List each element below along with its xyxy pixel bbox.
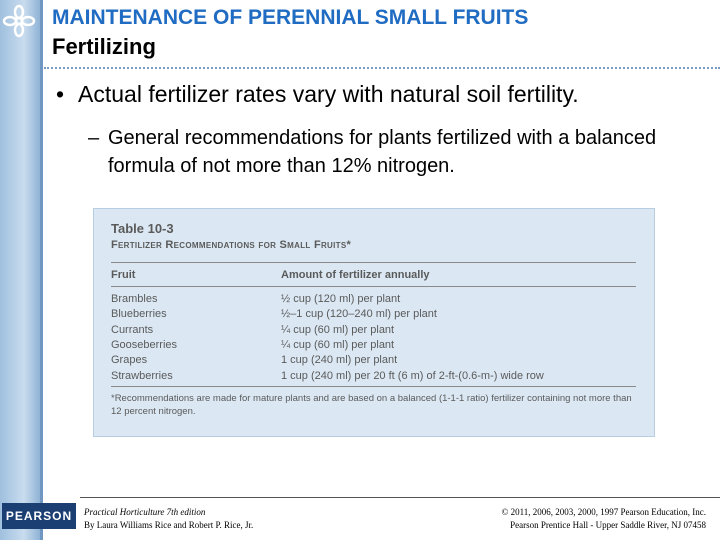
bullet-marker: • [56, 81, 65, 107]
amount-cell: ½–1 cup (120–240 ml) per plant [281, 308, 437, 321]
fruit-cell: Currants [111, 323, 154, 336]
amount-cell: 1 cup (240 ml) per 20 ft (6 m) of 2-ft-(… [281, 369, 544, 382]
footer-rule [80, 497, 720, 498]
fruit-cell: Blueberries [111, 308, 167, 321]
amount-cell: ¼ cup (60 ml) per plant [281, 338, 395, 351]
sidebar-edge [40, 0, 43, 540]
table-image: Table 10-3 Fertilizer Recommendations fo… [93, 208, 655, 437]
title: MAINTENANCE OF PERENNIAL SMALL FRUITS [52, 6, 529, 29]
table-header: Amount of fertilizer annually [281, 269, 430, 281]
table-rule [111, 386, 636, 387]
book-title: Practical Horticulture 7th edition [84, 507, 206, 517]
publisher: Pearson Prentice Hall - Upper Saddle Riv… [510, 520, 706, 530]
flower-icon [2, 4, 36, 38]
publisher-logo: PEARSON [2, 503, 76, 529]
bullet: Actual fertilizer rates vary with natura… [78, 81, 579, 107]
title-rule [44, 67, 720, 69]
subtitle: Fertilizing [52, 34, 156, 59]
authors: By Laura Williams Rice and Robert P. Ric… [84, 520, 254, 530]
fruit-cell: Strawberries [111, 369, 173, 382]
copyright: © 2011, 2006, 2003, 2000, 1997 Pearson E… [501, 507, 706, 517]
fruit-cell: Brambles [111, 293, 158, 305]
table-note: *Recommendations are made for mature pla… [111, 393, 632, 417]
table-rule [111, 262, 636, 263]
table-number: Table 10-3 [111, 221, 174, 236]
amount-cell: ¼ cup (60 ml) per plant [281, 323, 395, 336]
sidebar [0, 0, 40, 540]
table-header: Fruit [111, 269, 136, 281]
fruit-cell: Grapes [111, 354, 148, 367]
sub-bullet: General recommendations for plants ferti… [108, 127, 657, 177]
table-title: Fertilizer Recommendations for Small Fru… [111, 239, 352, 251]
amount-cell: 1 cup (240 ml) per plant [281, 354, 398, 367]
sub-bullet-marker: – [88, 127, 100, 149]
table-rule [111, 286, 636, 287]
fruit-cell: Gooseberries [111, 338, 178, 351]
amount-cell: ½ cup (120 ml) per plant [281, 293, 401, 305]
